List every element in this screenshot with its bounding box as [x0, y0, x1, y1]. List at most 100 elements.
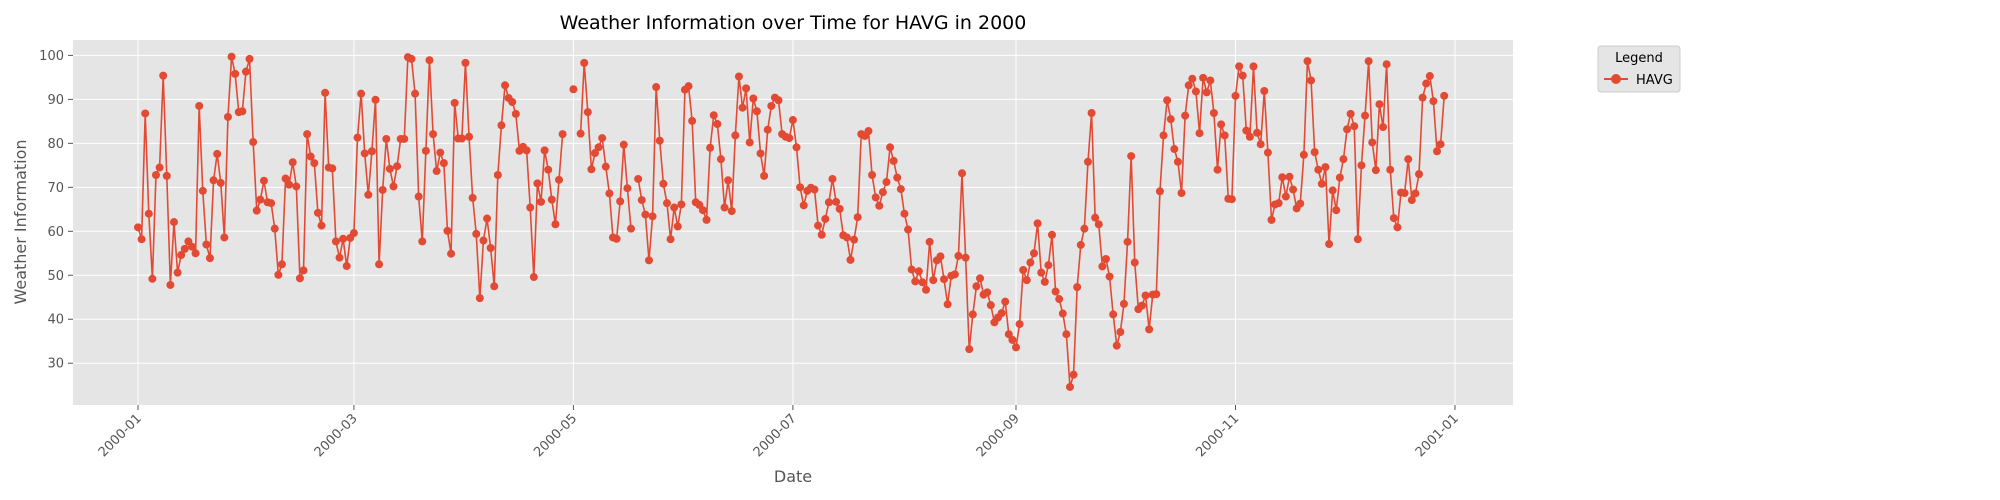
data-point	[1386, 165, 1395, 174]
data-point	[1353, 235, 1362, 244]
data-point	[1278, 173, 1287, 182]
data-point	[375, 260, 384, 269]
data-point	[659, 179, 668, 188]
data-point	[1429, 97, 1438, 106]
data-point	[1332, 206, 1341, 215]
data-point	[328, 164, 337, 173]
data-point	[414, 192, 423, 201]
data-point	[702, 215, 711, 224]
data-point	[1112, 341, 1121, 350]
data-point	[1087, 109, 1096, 117]
data-point	[1191, 87, 1200, 96]
data-point	[342, 262, 351, 271]
data-point	[252, 206, 261, 215]
data-point	[983, 288, 992, 297]
data-point	[1267, 215, 1276, 224]
x-tick-label: 2000-03	[312, 411, 361, 460]
data-point	[961, 253, 970, 262]
data-point	[241, 67, 250, 76]
data-point	[472, 229, 481, 238]
data-point	[1371, 166, 1380, 175]
data-point	[1137, 301, 1146, 310]
data-point	[1040, 277, 1049, 286]
data-point	[1105, 272, 1114, 281]
data-point	[763, 125, 772, 134]
data-point	[177, 251, 186, 260]
data-point	[1411, 189, 1420, 198]
y-tick-label: 30	[47, 357, 64, 372]
data-point	[670, 203, 679, 212]
data-point	[605, 189, 614, 198]
x-tick-label: 2000-01	[96, 411, 145, 460]
data-point	[893, 173, 902, 182]
data-point	[1303, 57, 1312, 66]
legend: Legend HAVG	[1597, 45, 1681, 93]
data-point	[439, 159, 448, 168]
data-point	[223, 112, 232, 121]
data-point	[558, 130, 567, 139]
data-point	[1263, 148, 1272, 157]
data-point	[644, 256, 653, 265]
data-point	[1173, 157, 1182, 166]
data-point	[1325, 240, 1334, 249]
data-point	[378, 185, 387, 194]
data-point	[666, 235, 675, 244]
data-point	[339, 234, 348, 243]
data-point	[321, 88, 330, 97]
data-point	[706, 143, 715, 152]
data-point	[875, 201, 884, 210]
y-tick-label: 90	[47, 93, 64, 108]
data-point	[1058, 309, 1067, 318]
data-point	[400, 134, 409, 143]
data-point	[1346, 109, 1355, 118]
data-point	[594, 143, 603, 152]
data-point	[1170, 145, 1179, 154]
data-point	[634, 174, 643, 183]
data-point	[896, 185, 905, 194]
x-tick-label: 2000-05	[531, 411, 580, 460]
data-point	[799, 201, 808, 210]
data-point	[749, 94, 758, 103]
data-point	[281, 174, 290, 183]
data-point	[313, 208, 322, 217]
data-point	[540, 146, 549, 155]
data-point	[1004, 330, 1013, 339]
data-point	[965, 345, 974, 354]
data-point	[1026, 258, 1035, 267]
data-point	[1141, 291, 1150, 300]
data-point	[335, 253, 344, 262]
data-point	[148, 274, 157, 283]
data-point	[1083, 157, 1092, 166]
data-point	[432, 167, 441, 176]
data-point	[1159, 131, 1168, 140]
data-point	[713, 119, 722, 128]
data-point	[1299, 150, 1308, 159]
data-point	[418, 237, 427, 246]
data-point	[1382, 60, 1391, 69]
data-point	[648, 212, 657, 221]
data-point	[878, 188, 887, 197]
data-point	[882, 178, 891, 187]
data-point	[1033, 219, 1042, 228]
data-point	[1310, 148, 1319, 157]
data-point	[1245, 132, 1254, 141]
data-point	[169, 218, 178, 227]
data-point	[220, 233, 229, 242]
data-point	[360, 149, 369, 158]
data-point	[144, 209, 153, 218]
data-point	[1116, 328, 1125, 336]
data-point	[533, 179, 542, 188]
data-point	[547, 195, 556, 204]
data-point	[954, 251, 963, 260]
x-axis-label: Date	[774, 467, 812, 486]
data-point	[900, 209, 909, 218]
data-point	[1022, 276, 1031, 285]
data-point	[1350, 122, 1359, 131]
data-point	[295, 274, 304, 283]
data-point	[508, 98, 517, 107]
data-point	[1019, 265, 1028, 274]
data-point	[1076, 240, 1085, 249]
data-point	[317, 221, 326, 230]
data-point	[652, 83, 661, 92]
data-point	[249, 138, 258, 147]
